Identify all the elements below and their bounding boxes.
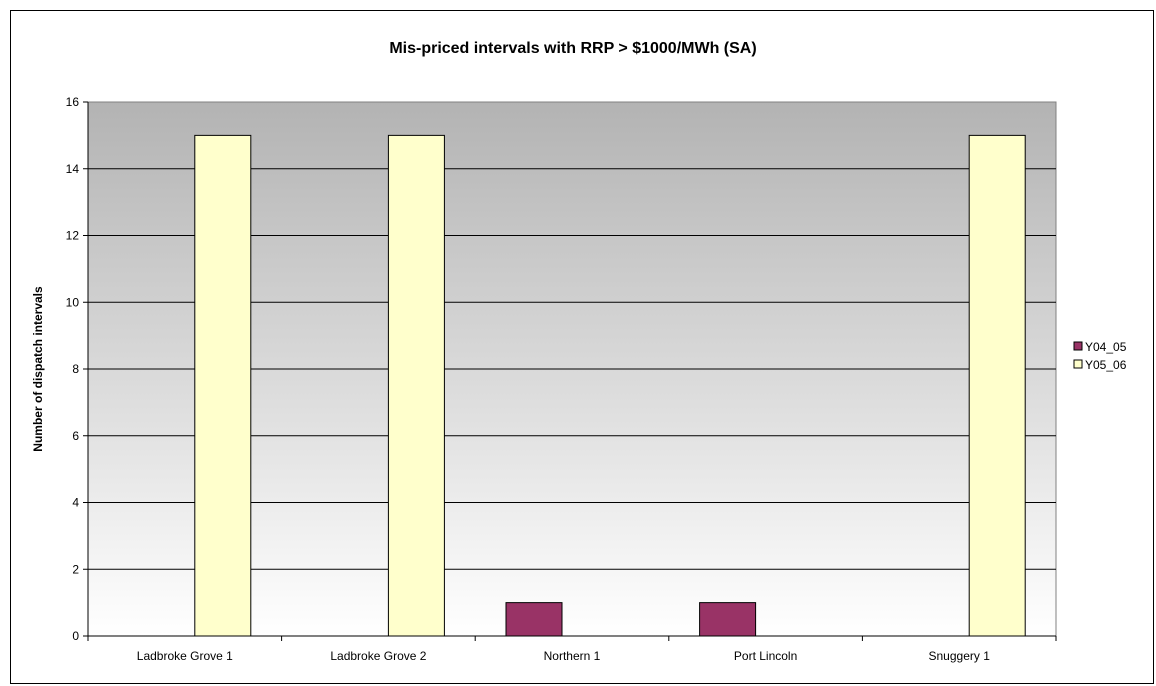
- x-tick-label: Ladbroke Grove 2: [330, 649, 426, 663]
- y-tick-label: 4: [72, 496, 79, 510]
- y-tick-label: 0: [72, 629, 79, 643]
- x-tick-label: Port Lincoln: [734, 649, 797, 663]
- chart-frame: Mis-priced intervals with RRP > $1000/MW…: [10, 10, 1154, 684]
- axes: [83, 101, 1057, 641]
- bar-chart: Mis-priced intervals with RRP > $1000/MW…: [31, 40, 1127, 663]
- y-tick-label: 10: [66, 295, 80, 309]
- x-tick-label: Northern 1: [544, 649, 601, 663]
- bars: [194, 134, 1026, 637]
- y-tick-label: 16: [66, 95, 80, 109]
- x-tick-labels: Ladbroke Grove 1 Ladbroke Grove 2 Northern…: [137, 649, 990, 663]
- legend-swatch: [1073, 359, 1083, 369]
- bar: [699, 602, 757, 637]
- x-tick-label: Snuggery 1: [929, 649, 991, 663]
- legend-label: Y04_05: [1085, 340, 1127, 354]
- x-tick-label: Ladbroke Grove 1: [137, 649, 233, 663]
- y-tick-label: 8: [72, 362, 79, 376]
- legend-swatch: [1073, 341, 1083, 351]
- bar: [968, 134, 1026, 637]
- y-tick-labels: 0 2 4 6 8 10 12 14 16: [66, 95, 80, 643]
- y-tick-label: 6: [72, 429, 79, 443]
- y-tick-label: 14: [66, 162, 80, 176]
- bar: [505, 602, 563, 637]
- y-tick-label: 2: [72, 562, 79, 576]
- y-axis-label: Number of dispatch intervals: [31, 286, 45, 452]
- bar: [387, 134, 445, 637]
- chart-title: Mis-priced intervals with RRP > $1000/MW…: [389, 40, 756, 57]
- legend: Y04_05 Y05_06: [1073, 340, 1127, 372]
- legend-label: Y05_06: [1085, 358, 1127, 372]
- y-tick-label: 12: [66, 229, 80, 243]
- bar: [194, 134, 252, 637]
